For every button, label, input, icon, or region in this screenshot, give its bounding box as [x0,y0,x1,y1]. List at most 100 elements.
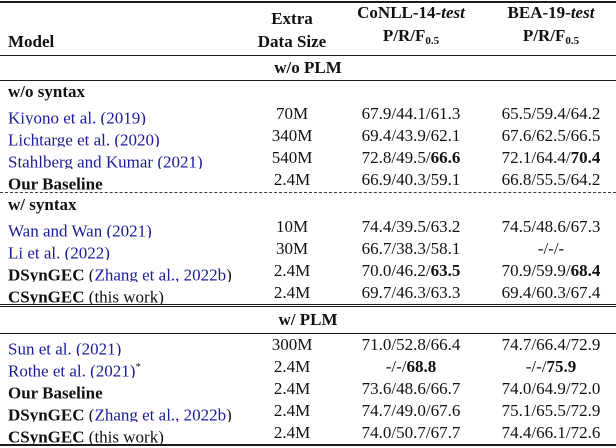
table-header-row: Model Extra Data Size CoNLL-14-test P/R/F0… [0,3,616,55]
model-cell: Rothe et al. (2021)* [0,356,248,378]
citation-link[interactable]: Kiyono et al. (2019) [8,108,146,125]
section-title: w/o PLM [274,58,342,77]
bea-scores: -/-/- [486,238,616,260]
header-bea-metric: P/R/F0.5 [486,24,616,53]
score-text: 72.8/49.5/ [361,148,431,167]
group-label-row: w/o syntax [0,81,616,103]
header-conll-name: CoNLL-14-test [336,1,486,24]
model-cell: Stahlberg and Kumar (2021) [0,147,248,169]
citation-link[interactable]: Sun et al. (2021) [8,339,122,356]
column-header-extra-data-size: Extra Data Size [248,7,336,55]
section-header-without-plm: w/o PLM [0,55,616,81]
table-row: Kiyono et al. (2019) 70M 67.9/44.1/61.3 65.… [0,103,616,125]
score-bold: 63.5 [430,261,461,280]
citation-link[interactable]: Zhang et al., 2022b [94,265,227,282]
model-cell: CSynGEC (this work) [0,422,248,444]
score-text: 71.0/52.8/66.4 [361,335,461,354]
table-row: Wan and Wan (2021) 10M 74.4/39.5/63.2 74.5/… [0,216,616,238]
table-row: Rothe et al. (2021)* 2.4M -/-/68.8 -/-/75.9 [0,356,616,378]
section-title: w/ PLM [278,310,338,329]
score-bold: 70.4 [570,148,601,167]
score-text: 75.1/65.5/72.9 [501,401,601,420]
header-bea-prefix: BEA-19- [507,3,571,22]
table-row: DSynGEC (Zhang et al., 2022b) 2.4M 70.0/46… [0,260,616,282]
extra-data-size: 10M [275,217,309,236]
model-text: ) [226,405,232,422]
model-cell: DSynGEC (Zhang et al., 2022b) [0,260,248,282]
score-text: 70.9/59.9/ [501,261,571,280]
model-name-bold: Our Baseline [8,174,103,191]
header-conll-test-italic: test [441,3,465,22]
citation-link[interactable]: Lichtarge et al. (2020) [8,130,160,147]
bea-scores: 74.0/64.9/72.0 [486,378,616,400]
header-conll-prefix: CoNLL-14- [357,3,442,22]
citation-link[interactable]: Li et al. (2022) [8,243,110,260]
score-text: 74.4/39.5/63.2 [361,217,461,236]
conll-scores: 72.8/49.5/66.6 [336,147,486,169]
conll-scores: 73.6/48.6/66.7 [336,378,486,400]
bea-scores: 74.7/66.4/72.9 [486,334,616,356]
header-extra-line2: Data Size [257,32,327,51]
conll-scores: 67.9/44.1/61.3 [336,103,486,125]
score-text: -/-/- [537,239,565,258]
score-text: 66.7/38.3/58.1 [361,239,461,258]
model-text: ( [84,265,95,282]
bea-scores: -/-/75.9 [486,356,616,378]
model-name-bold: Our Baseline [8,383,103,400]
model-cell: Sun et al. (2021) [0,334,248,356]
model-name-bold: CSynGEC [8,427,85,444]
column-header-conll14: CoNLL-14-test P/R/F0.5 [336,1,486,55]
citation-link[interactable]: Zhang et al., 2022b [94,405,227,422]
extra-data-size: 2.4M [273,379,311,398]
extra-data-size: 2.4M [273,423,311,442]
citation-link[interactable]: Wan and Wan (2021) [8,221,152,238]
citation-link[interactable]: Stahlberg and Kumar (2021) [8,152,203,169]
table-bottom-rule [0,444,616,446]
score-text: 69.4/60.3/67.4 [501,283,601,302]
dashed-divider [0,192,616,193]
table-row: Stahlberg and Kumar (2021) 540M 72.8/49.5/… [0,147,616,169]
citation-link[interactable]: Rothe et al. (2021) [8,361,136,378]
group-label: w/ syntax [8,195,77,214]
table-row: DSynGEC (Zhang et al., 2022b) 2.4M 74.7/49… [0,400,616,422]
model-name-bold: DSynGEC [8,265,85,282]
conll-scores: 74.4/39.5/63.2 [336,216,486,238]
bea-scores: 74.4/66.1/72.6 [486,422,616,444]
column-header-bea19: BEA-19-test P/R/F0.5 [486,1,616,55]
score-text: 70.0/46.2/ [361,261,431,280]
table-row: Our Baseline 2.4M 66.9/40.3/59.1 66.8/55.5/… [0,169,616,191]
score-text: 72.1/64.4/ [501,148,571,167]
score-text: 74.4/66.1/72.6 [501,423,601,442]
score-bold: 68.4 [570,261,601,280]
model-text: (this work) [84,427,164,444]
score-text: 66.8/55.5/64.2 [501,170,601,189]
score-text: -/-/ [385,357,407,376]
score-text: 74.0/50.7/67.7 [361,423,461,442]
section-header-with-plm: w/ PLM [0,304,616,334]
header-bea-name: BEA-19-test [486,1,616,24]
conll-scores: 71.0/52.8/66.4 [336,334,486,356]
table-row: Our Baseline 2.4M 73.6/48.6/66.7 74.0/64.9/… [0,378,616,400]
extra-data-size: 540M [271,148,313,167]
header-bea-test-italic: test [570,3,595,22]
bea-scores: 74.5/48.6/67.3 [486,216,616,238]
extra-data-size: 70M [275,104,309,123]
score-text: 67.6/62.5/66.5 [501,126,601,145]
bea-scores: 67.6/62.5/66.5 [486,125,616,147]
header-metric-label: P/R/F [522,26,566,45]
extra-data-size: 2.4M [273,283,311,302]
model-text: (this work) [84,287,164,304]
header-metric-subscript: 0.5 [565,35,580,47]
extra-data-size: 300M [271,335,313,354]
model-cell: CSynGEC (this work) [0,282,248,304]
table-row: Sun et al. (2021) 300M 71.0/52.8/66.4 74.7/… [0,334,616,356]
group-label-cell: w/ syntax [0,194,248,216]
bea-scores: 70.9/59.9/68.4 [486,260,616,282]
extra-data-size: 2.4M [273,357,311,376]
footnote-star: * [135,361,141,373]
table-row: Li et al. (2022) 30M 66.7/38.3/58.1 -/-/- [0,238,616,260]
score-text: 74.7/49.0/67.6 [361,401,461,420]
conll-scores: 70.0/46.2/63.5 [336,260,486,282]
model-cell: Our Baseline [0,169,248,191]
